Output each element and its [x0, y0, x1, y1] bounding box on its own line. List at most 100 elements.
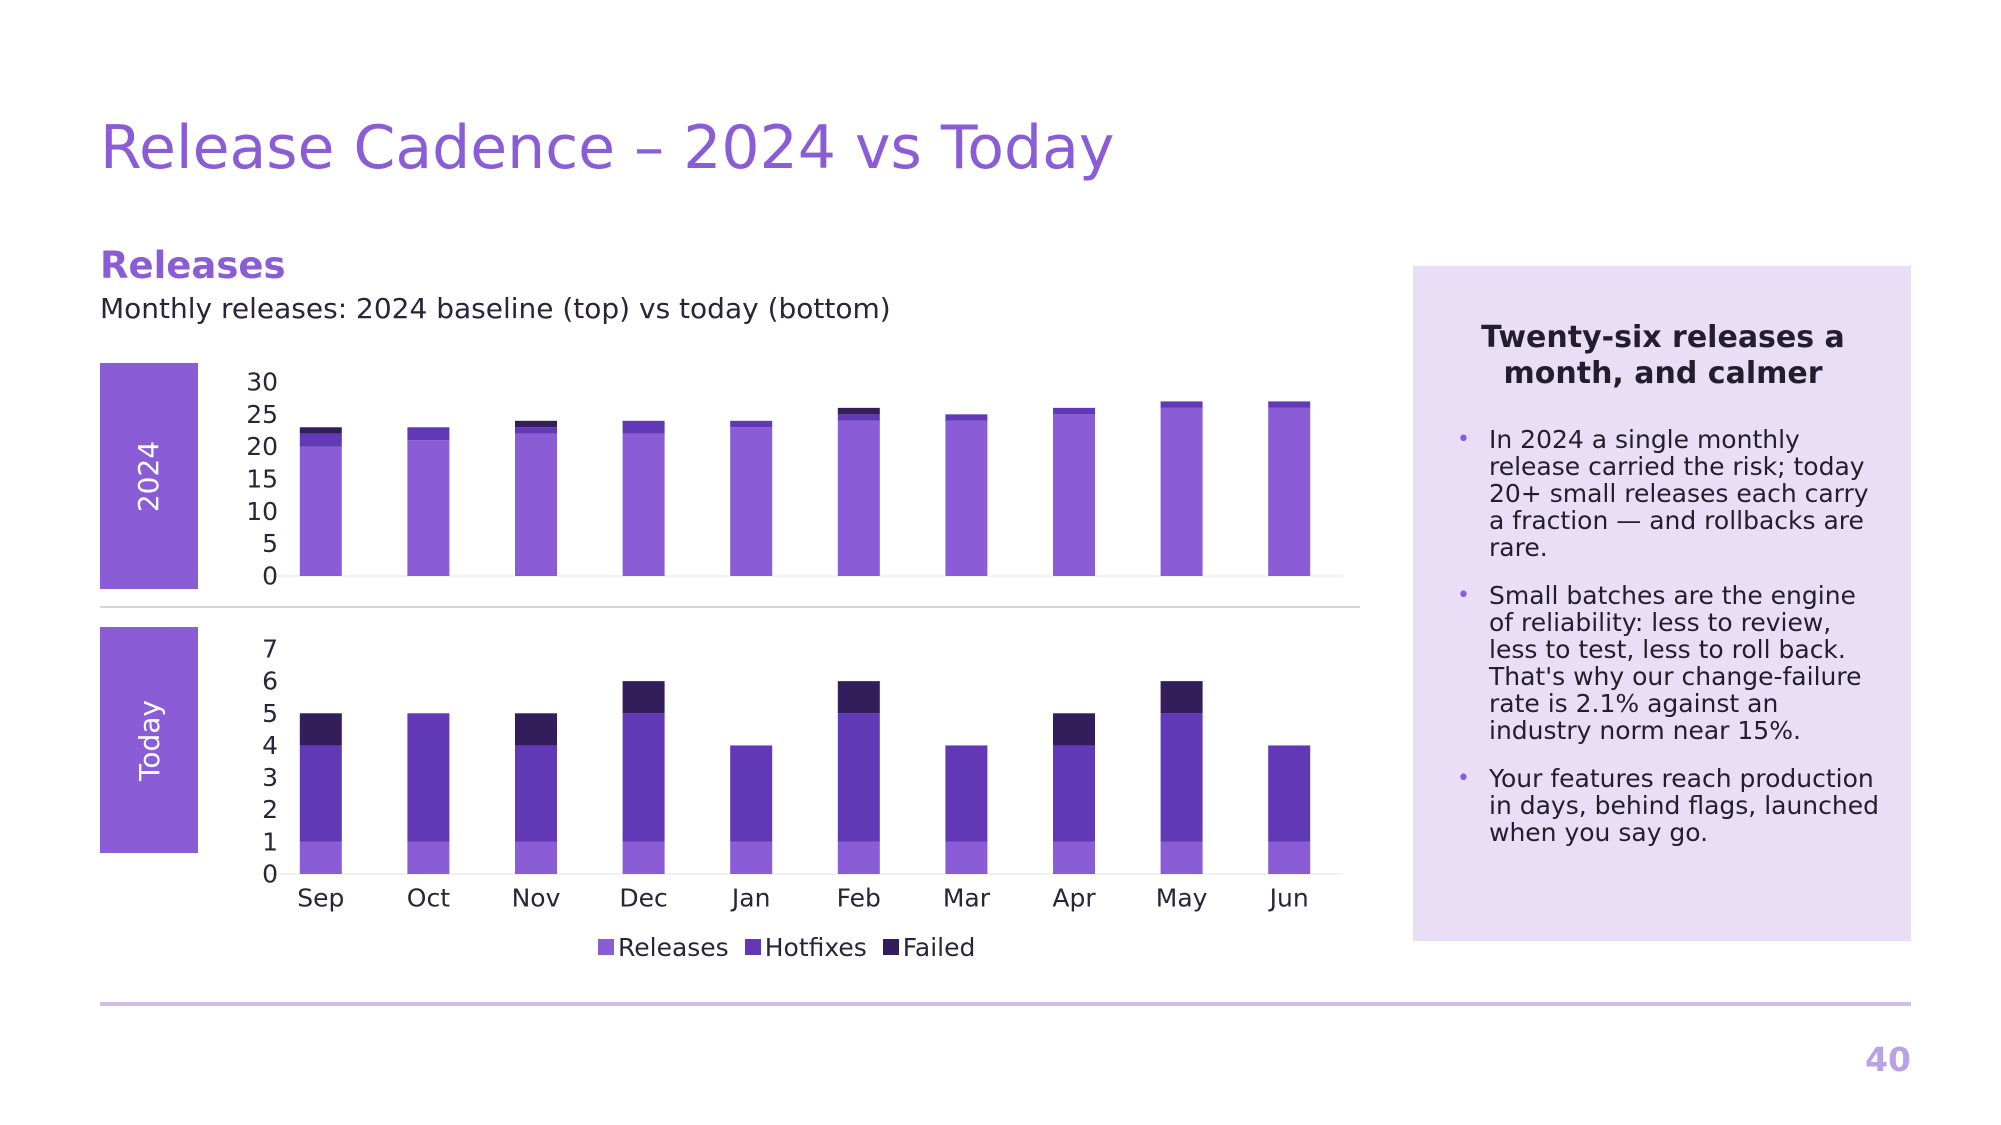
bar-failed-2024-feb	[837, 407, 880, 415]
bar-releases-2024-feb	[837, 420, 880, 576]
panel-bullet: • In 2024 a single monthly release carrie…	[1457, 426, 1883, 561]
bar-releases-2024-may	[1160, 407, 1203, 576]
bar-hotfixes-today-apr	[1053, 745, 1095, 842]
bar-releases-2024-dec	[622, 433, 665, 576]
bar-failed-today-sep	[299, 713, 342, 746]
panel-bullet-text: Small batches are the engine of reliabil…	[1489, 581, 1862, 745]
y-tick-label-today: 1	[262, 827, 278, 856]
bar-releases-2024-sep	[299, 446, 342, 576]
bar-releases-today-jan	[730, 841, 773, 874]
x-tick-label-feb: Feb	[837, 884, 881, 913]
bar-releases-today-may	[1160, 841, 1203, 874]
page-number: 40	[1865, 1040, 1911, 1079]
bar-releases-today-sep	[299, 841, 342, 874]
panel-bullet-list: • In 2024 a single monthly release carrie…	[1457, 426, 1883, 846]
takeaway-panel: Twenty-six releases a month, and calmer …	[1413, 266, 1911, 941]
bar-hotfixes-today-mar	[945, 745, 988, 842]
chart-legend: Releases Hotfixes Failed	[598, 932, 975, 962]
legend-label-hotfixes: Hotfixes	[764, 932, 867, 962]
panel-bullet-text: In 2024 a single monthly release carried…	[1489, 425, 1869, 562]
bar-releases-today-apr	[1053, 841, 1095, 874]
bar-releases-2024-nov	[515, 433, 557, 576]
x-tick-label-may: May	[1156, 884, 1208, 913]
x-tick-label-dec: Dec	[619, 884, 667, 913]
bar-failed-today-nov	[515, 713, 557, 746]
x-tick-label-nov: Nov	[512, 884, 561, 913]
bar-hotfixes-today-may	[1160, 713, 1203, 842]
x-tick-label-sep: Sep	[297, 884, 344, 913]
y-tick-label-2024: 20	[246, 432, 278, 461]
x-tick-label-oct: Oct	[407, 884, 450, 913]
legend-swatch-hotfixes	[744, 939, 761, 955]
x-tick-label-jun: Jun	[1268, 884, 1309, 913]
x-tick-label-apr: Apr	[1052, 884, 1096, 913]
y-tick-label-today: 4	[262, 731, 278, 760]
legend-swatch-releases	[598, 939, 614, 955]
bar-releases-today-dec	[622, 841, 665, 874]
y-tick-label-today: 5	[262, 699, 278, 728]
y-tick-label-2024: 5	[262, 529, 278, 558]
bar-releases-today-jun	[1268, 841, 1311, 874]
legend-item-failed: Failed	[882, 932, 976, 962]
bar-hotfixes-today-jan	[730, 745, 773, 842]
bar-releases-2024-apr	[1053, 414, 1095, 576]
bar-hotfixes-2024-oct	[407, 427, 450, 441]
footer-rule	[100, 1002, 1911, 1006]
bar-hotfixes-2024-feb	[837, 414, 880, 421]
bar-failed-today-feb	[837, 681, 880, 714]
bar-hotfixes-today-jun	[1268, 745, 1311, 842]
legend-label-releases: Releases	[618, 932, 729, 962]
section-heading: Releases	[100, 244, 286, 287]
bullet-dot-icon: •	[1457, 766, 1470, 791]
y-tick-label-today: 6	[262, 667, 278, 696]
y-tick-label-2024: 10	[246, 497, 278, 526]
bar-failed-today-may	[1160, 681, 1203, 714]
chart-divider	[100, 606, 1360, 608]
legend-item-releases: Releases	[598, 933, 729, 962]
bar-hotfixes-today-oct	[407, 713, 450, 842]
bar-releases-2024-oct	[407, 440, 450, 576]
legend-item-hotfixes: Hotfixes	[744, 932, 867, 962]
bar-hotfixes-2024-jan	[730, 420, 773, 428]
bar-failed-today-apr	[1053, 713, 1095, 746]
bar-hotfixes-2024-nov	[515, 427, 557, 434]
bar-failed-2024-nov	[515, 420, 557, 428]
bullet-dot-icon: •	[1457, 427, 1470, 452]
panel-title: Twenty-six releases a month, and calmer	[1481, 320, 1845, 391]
bar-failed-today-dec	[622, 681, 665, 714]
y-tick-label-2024: 30	[246, 368, 278, 397]
y-tick-label-today: 3	[262, 763, 278, 792]
bar-releases-2024-jan	[730, 427, 773, 576]
bar-hotfixes-today-dec	[622, 713, 665, 842]
bar-hotfixes-2024-sep	[299, 433, 342, 447]
bar-releases-2024-jun	[1268, 407, 1311, 576]
bar-hotfixes-2024-dec	[622, 420, 665, 434]
panel-bullet: • Small batches are the engine of reliabi…	[1457, 582, 1883, 744]
row-label-today: Today	[100, 627, 198, 853]
panel-bullet-text: Your features reach production in days, …	[1489, 764, 1879, 847]
bar-hotfixes-2024-apr	[1053, 407, 1095, 415]
bar-failed-2024-sep	[299, 427, 342, 434]
bar-releases-2024-mar	[945, 420, 988, 576]
row-label-2024: 2024	[100, 363, 198, 589]
slide-title: Release Cadence – 2024 vs Today	[100, 113, 1115, 183]
bar-hotfixes-today-feb	[837, 713, 880, 842]
stacked-bar-charts: 0 5 10 15 20 25 30 0 1 2 3 4 5 6 7 Sep Oct Nov Dec Jan Feb Ma…	[246, 368, 1343, 913]
y-tick-label-today: 7	[262, 635, 278, 664]
x-tick-label-mar: Mar	[943, 884, 991, 913]
bar-hotfixes-2024-jun	[1268, 401, 1311, 408]
section-subtitle: Monthly releases: 2024 baseline (top) vs…	[100, 292, 891, 325]
y-tick-label-today: 0	[262, 860, 278, 889]
legend-label-failed: Failed	[902, 932, 976, 962]
bar-releases-today-feb	[837, 841, 880, 874]
y-tick-label-2024: 0	[262, 562, 278, 591]
bar-hotfixes-2024-mar	[945, 414, 988, 421]
bar-releases-today-nov	[515, 841, 557, 874]
bar-releases-today-mar	[945, 841, 988, 874]
y-tick-label-2024: 15	[246, 465, 278, 494]
bar-hotfixes-today-sep	[299, 745, 342, 842]
bar-hotfixes-today-nov	[515, 745, 557, 842]
y-tick-label-today: 2	[262, 795, 278, 824]
bar-releases-today-oct	[407, 841, 450, 874]
bar-hotfixes-2024-may	[1160, 401, 1203, 408]
